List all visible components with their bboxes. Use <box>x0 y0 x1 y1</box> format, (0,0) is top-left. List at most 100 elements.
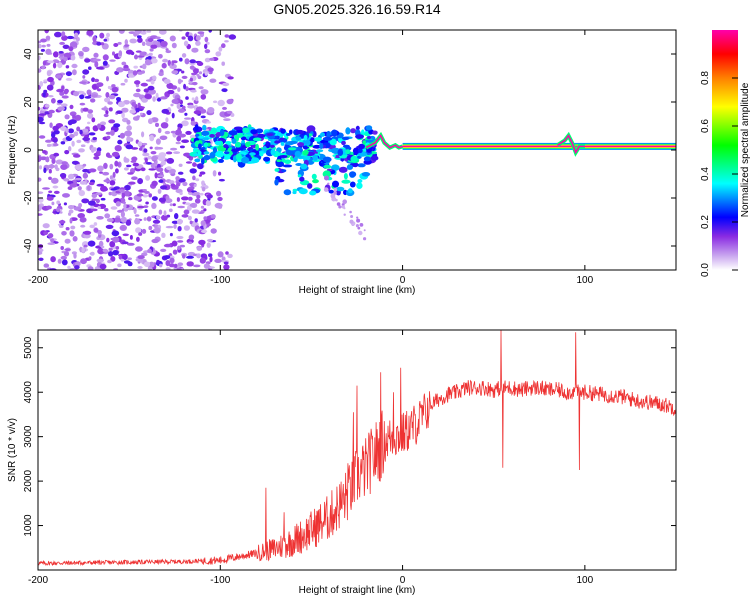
band-blob <box>319 143 324 150</box>
noise-blob <box>111 86 119 93</box>
noise-blob <box>95 192 103 195</box>
colorbar-tick-label: 0.8 <box>700 71 711 85</box>
band-blob <box>217 158 224 163</box>
noise-blob <box>161 62 167 69</box>
noise-blob <box>53 190 60 194</box>
noise-blob <box>177 87 181 92</box>
noise-blob <box>78 203 83 208</box>
noise-blob <box>80 144 86 147</box>
noise-blob <box>76 139 82 144</box>
noise-blob <box>124 184 131 191</box>
noise-blob <box>82 172 88 179</box>
noise-blob <box>87 240 96 247</box>
noise-blob <box>62 44 70 49</box>
noise-blob <box>105 152 111 158</box>
noise-blob <box>104 97 111 103</box>
noise-blob <box>104 213 111 219</box>
noise-blob <box>160 248 167 252</box>
noise-blob <box>171 112 175 119</box>
band-blob <box>312 179 319 184</box>
noise-blob <box>64 248 71 252</box>
noise-blob <box>86 30 94 36</box>
noise-blob <box>52 143 59 147</box>
tail-blob <box>358 230 363 236</box>
noise-blob <box>69 218 73 224</box>
noise-blob <box>223 264 230 270</box>
band-blob <box>294 150 302 158</box>
noise-blob <box>108 119 116 124</box>
noise-blob <box>171 60 178 64</box>
noise-blob <box>63 251 70 257</box>
noise-blob <box>46 205 52 210</box>
band-blob <box>288 140 298 145</box>
noise-blob <box>44 30 49 34</box>
noise-blob <box>195 40 201 46</box>
noise-blob <box>148 52 153 57</box>
noise-blob <box>147 56 152 60</box>
noise-blob <box>82 137 91 141</box>
noise-blob <box>157 127 162 134</box>
noise-blob <box>83 233 91 239</box>
noise-blob <box>173 151 181 155</box>
noise-blob <box>102 54 109 61</box>
noise-blob <box>90 98 96 103</box>
noise-blob <box>227 76 234 80</box>
noise-blob <box>155 122 159 127</box>
noise-blob <box>156 215 160 219</box>
noise-blob <box>110 206 118 210</box>
noise-blob <box>51 177 59 184</box>
noise-blob <box>90 251 95 256</box>
noise-blob <box>115 201 121 207</box>
noise-blob <box>102 60 108 66</box>
noise-blob <box>214 202 223 209</box>
noise-blob <box>143 88 150 93</box>
noise-blob <box>205 200 212 207</box>
noise-blob <box>171 42 177 49</box>
noise-blob <box>135 107 140 113</box>
noise-blob <box>167 89 175 95</box>
noise-blob <box>196 253 202 259</box>
band-blob <box>310 137 315 143</box>
noise-blob <box>176 267 182 270</box>
noise-blob <box>71 160 79 165</box>
noise-blob <box>130 160 137 163</box>
noise-blob <box>184 112 188 116</box>
noise-blob <box>153 227 161 234</box>
noise-blob <box>187 104 196 109</box>
noise-blob <box>159 171 164 176</box>
noise-blob <box>79 102 86 106</box>
noise-blob <box>175 141 181 145</box>
snr-ticks: -200 -100 0 100 1000 2000 3000 4000 5000 <box>23 330 676 586</box>
noise-blob <box>94 61 99 68</box>
noise-blob <box>122 67 131 72</box>
noise-blob <box>193 183 197 188</box>
noise-blob <box>113 43 119 47</box>
noise-blob <box>194 218 198 223</box>
noise-blob <box>105 224 114 229</box>
noise-blob <box>103 113 109 118</box>
snr-y-tick-label: 1000 <box>23 514 34 537</box>
band-blob <box>350 155 358 163</box>
noise-blob <box>59 41 65 45</box>
noise-blob <box>120 82 126 86</box>
noise-blob <box>174 213 179 220</box>
noise-blob <box>187 196 193 201</box>
band-blob <box>203 151 210 155</box>
noise-blob <box>38 177 42 182</box>
noise-blob <box>93 58 101 62</box>
noise-blob <box>131 156 138 162</box>
noise-blob <box>176 235 184 240</box>
noise-blob <box>126 119 131 125</box>
snr-y-tick-label: 3000 <box>23 425 34 448</box>
band-blob <box>341 179 351 184</box>
noise-blob <box>65 227 70 231</box>
noise-blob <box>88 256 92 260</box>
noise-blob <box>206 121 211 124</box>
noise-blob <box>100 197 106 201</box>
noise-blob <box>185 161 193 164</box>
noise-blob <box>168 263 175 268</box>
noise-blob <box>106 135 111 140</box>
noise-blob <box>189 220 193 225</box>
tail-blob <box>349 219 354 224</box>
noise-blob <box>93 228 99 233</box>
